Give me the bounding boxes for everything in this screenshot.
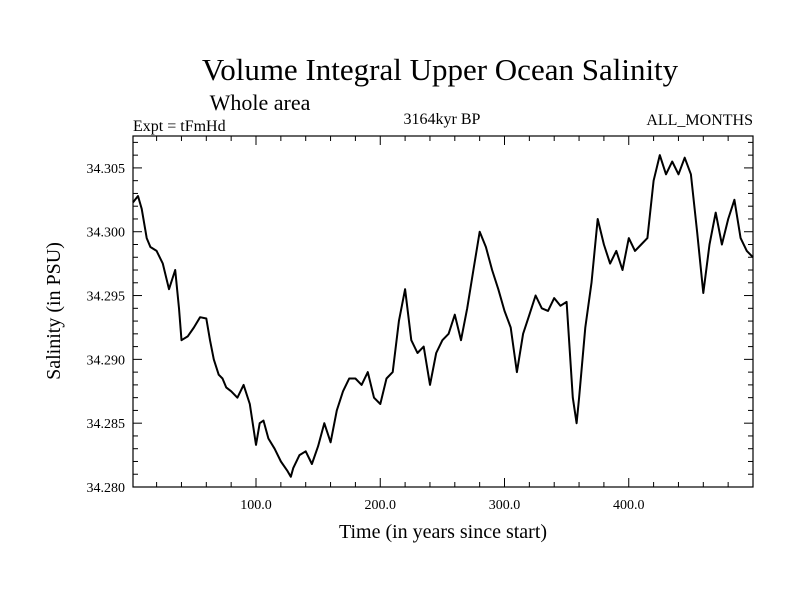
period-label: 3164kyr BP <box>404 111 481 128</box>
chart-subtitle: Whole area <box>210 90 311 115</box>
months-label: ALL_MONTHS <box>646 112 753 129</box>
y-tick-label: 34.290 <box>87 353 126 368</box>
y-tick-label: 34.300 <box>87 226 126 241</box>
y-tick-label: 34.280 <box>87 481 126 496</box>
y-tick-label: 34.295 <box>87 290 126 305</box>
y-tick-label: 34.305 <box>87 162 126 177</box>
y-tick-label: 34.285 <box>87 417 126 432</box>
salinity-series-line <box>132 154 754 478</box>
x-tick-label: 100.0 <box>240 498 272 513</box>
tick-labels: 100.0 200.0 300.0 400.0 34.280 34.285 34.290 34… <box>87 162 645 513</box>
x-tick-label: 300.0 <box>489 498 521 513</box>
y-axis-label: Salinity (in PSU) <box>43 242 65 380</box>
x-axis-label: Time (in years since start) <box>339 521 547 543</box>
chart-title: Volume Integral Upper Ocean Salinity <box>202 52 679 87</box>
axis-ticks <box>133 136 753 487</box>
plot-frame <box>132 135 754 488</box>
x-tick-label: 200.0 <box>365 498 397 513</box>
x-tick-label: 400.0 <box>613 498 645 513</box>
experiment-label: Expt = tFmHd <box>133 118 226 135</box>
